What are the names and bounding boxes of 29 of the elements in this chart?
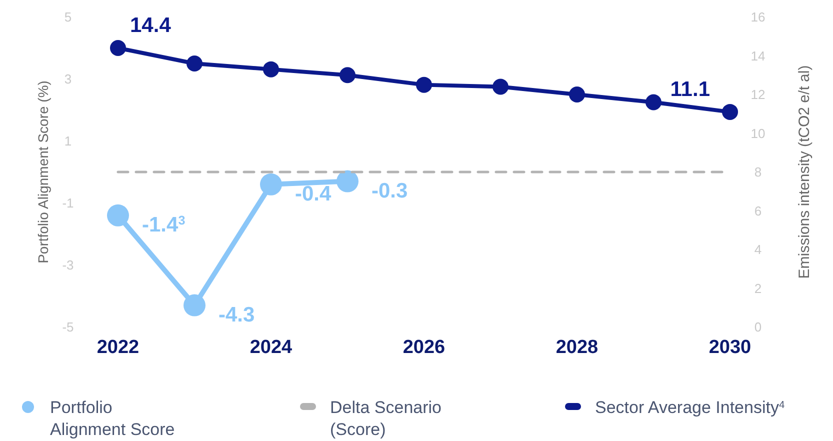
x-tick-label: 2028 [556,337,598,358]
x-tick-label: 2024 [250,337,293,358]
legend-label: Delta Scenario (Score) [330,398,442,439]
x-tick-label: 2022 [96,337,140,358]
data-label: -1.4$^{3}$ [142,213,186,236]
legend-label: Portfolio Alignment Score [50,398,175,439]
point [107,204,129,226]
point [646,94,662,110]
point [186,56,202,72]
point [263,61,279,78]
data-label: 14.4 [130,14,172,37]
point [340,67,356,84]
x-tick-label: 2030 [708,337,752,358]
point [336,170,358,192]
point [569,86,585,102]
x-tick-label: 2026 [402,337,446,358]
point [416,76,432,93]
data-label: -4.3 [218,303,255,326]
point [722,104,738,120]
data-label: 11.1 [670,78,710,101]
point [260,173,282,196]
legend-label: Sector Average Intensity$^{4}$ [595,398,785,417]
point [184,294,206,316]
y2-axis-title: Emissions intensity (tCO2 e/t al) [796,65,813,279]
point [110,40,126,56]
y-axis-title: Portfolio Alignment Score (%) [35,80,51,264]
data-label: -0.4 [295,182,332,206]
point [492,78,508,95]
data-label: -0.3 [372,179,408,202]
